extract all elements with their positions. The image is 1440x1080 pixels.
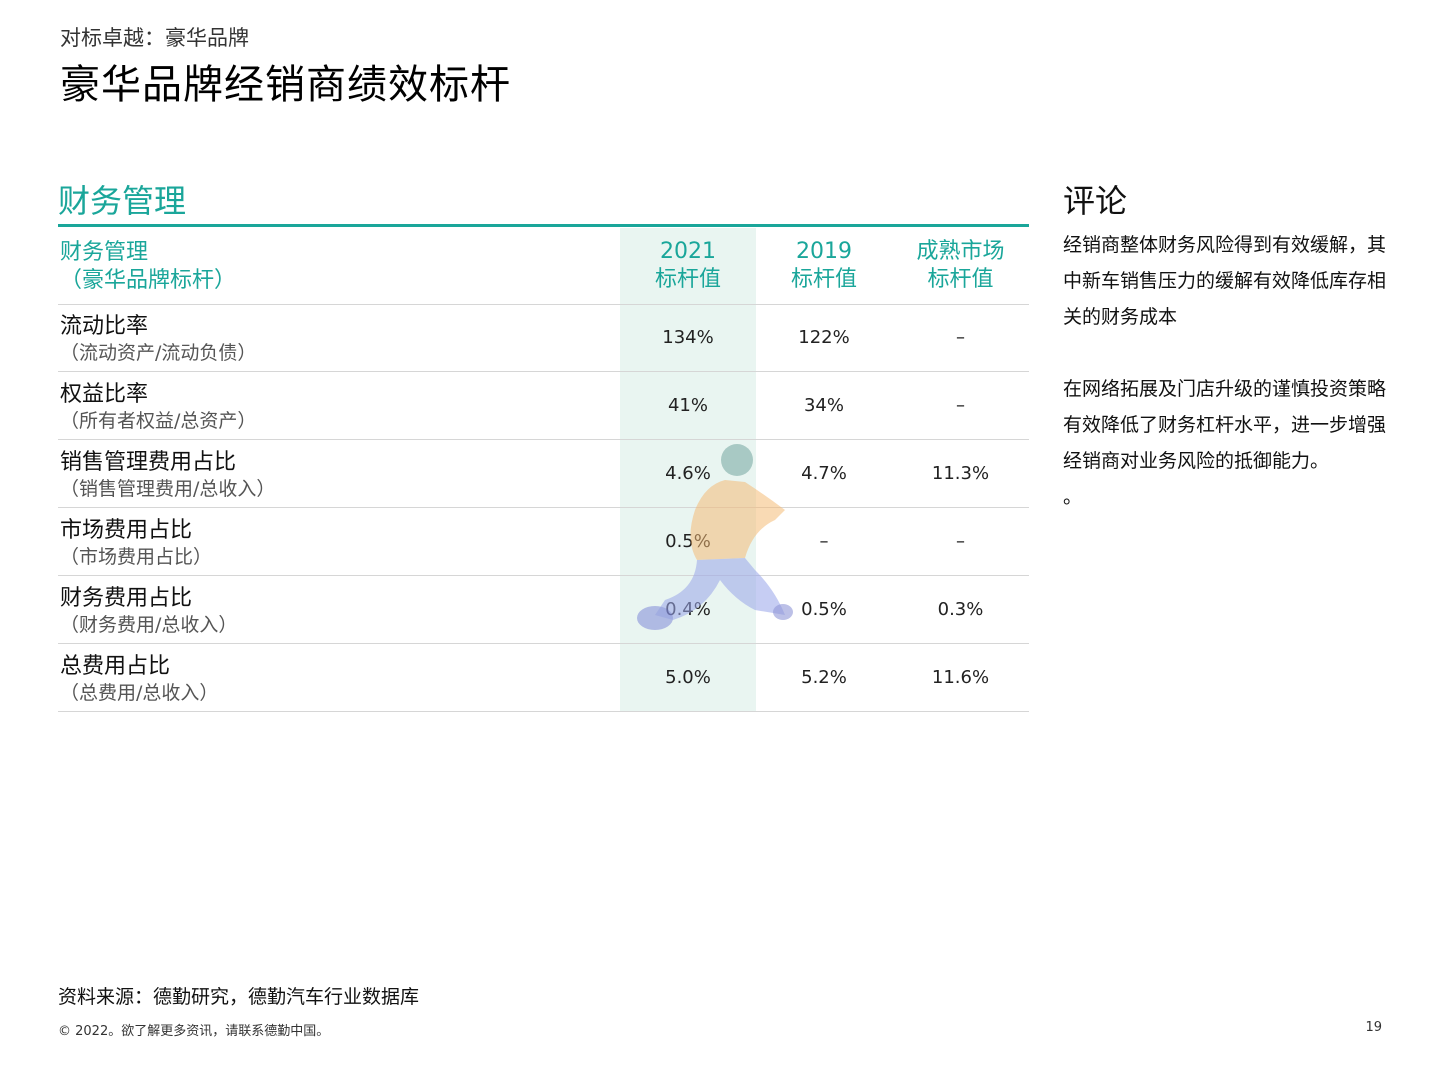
value-mature-market: 11.6%	[931, 667, 990, 688]
row-label: 总费用占比 （总费用/总收入）	[60, 653, 218, 705]
value-2019: 0.5%	[801, 599, 847, 620]
row-main-label: 市场费用占比	[60, 518, 193, 543]
row-sub-label: （所有者权益/总资产）	[60, 410, 257, 432]
commentary-paragraph-2: 在网络拓展及门店升级的谨慎投资策略有效降低了财务杠杆水平，进一步增强经销商对业务…	[1063, 378, 1387, 472]
row-sub-label: （销售管理费用/总收入）	[60, 478, 276, 500]
row-main-label: 流动比率	[60, 314, 149, 339]
copyright-note: © 2022。欲了解更多资讯，请联系德勤中国。	[58, 1024, 330, 1039]
value-2021: 134%	[662, 327, 714, 348]
value-mature-market: –	[956, 327, 965, 348]
row-main-label: 销售管理费用占比	[60, 450, 237, 475]
value-2021: 5.0%	[665, 667, 711, 688]
page-title: 豪华品牌经销商绩效标杆	[60, 62, 511, 108]
column-header-mature-line2: 标杆值	[927, 267, 994, 292]
page-subtitle: 对标卓越：豪华品牌	[60, 26, 249, 50]
header-label-line1: 财务管理	[60, 240, 149, 265]
page-number: 19	[1365, 1020, 1382, 1035]
row-label: 权益比率 （所有者权益/总资产）	[60, 381, 256, 433]
source-note: 资料来源：德勤研究，德勤汽车行业数据库	[58, 986, 420, 1008]
value-mature-market: –	[956, 395, 965, 416]
row-sub-label: （市场费用占比）	[60, 546, 213, 568]
highlight-column-2021	[620, 228, 756, 712]
row-main-label: 权益比率	[60, 382, 149, 407]
value-2021: 4.6%	[665, 463, 711, 484]
value-2019: –	[819, 531, 829, 552]
row-sub-label: （流动资产/流动负债）	[60, 342, 257, 364]
table-row: 流动比率 （流动资产/流动负债） 134% 122% –	[58, 304, 1029, 372]
table-row: 总费用占比 （总费用/总收入） 5.0% 5.2% 11.6%	[58, 644, 1029, 712]
header-label-line2: （豪华品牌标杆）	[60, 268, 237, 293]
value-mature-market: 11.3%	[931, 463, 990, 484]
column-header-2021-line1: 2021	[660, 239, 716, 264]
column-header-2019-line1: 2019	[796, 239, 852, 264]
row-label: 流动比率 （流动资产/流动负债）	[60, 313, 256, 365]
value-2019: 122%	[798, 327, 850, 348]
value-mature-market: 0.3%	[937, 599, 984, 620]
table-row: 财务费用占比 （财务费用/总收入） 0.4% 0.5% 0.3%	[58, 576, 1029, 644]
table-row: 权益比率 （所有者权益/总资产） 41% 34% –	[58, 372, 1029, 440]
column-header-2021: 2021 标杆值	[620, 238, 756, 294]
column-header-2021-line2: 标杆值	[654, 267, 721, 292]
header-label: 财务管理 （豪华品牌标杆）	[60, 239, 236, 295]
row-label: 市场费用占比 （市场费用占比）	[60, 517, 212, 569]
value-2019: 5.2%	[801, 667, 847, 688]
commentary-title: 评论	[1063, 182, 1128, 220]
table-row: 市场费用占比 （市场费用占比） 0.5% – –	[58, 508, 1029, 576]
row-main-label: 财务费用占比	[60, 586, 193, 611]
row-label: 财务费用占比 （财务费用/总收入）	[60, 585, 237, 637]
row-sub-label: （总费用/总收入）	[60, 682, 219, 704]
row-label: 销售管理费用占比 （销售管理费用/总收入）	[60, 449, 275, 501]
column-header-mature-line1: 成熟市场	[916, 239, 1005, 264]
value-2021: 41%	[667, 395, 708, 416]
table-row: 销售管理费用占比 （销售管理费用/总收入） 4.6% 4.7% 11.3%	[58, 440, 1029, 508]
column-header-2019: 2019 标杆值	[756, 238, 892, 294]
row-sub-label: （财务费用/总收入）	[60, 614, 238, 636]
running-person-illustration	[637, 444, 793, 630]
column-header-mature-market: 成熟市场 标杆值	[892, 238, 1029, 294]
column-header-2019-line2: 标杆值	[790, 267, 857, 292]
row-main-label: 总费用占比	[60, 654, 171, 679]
value-2019: 4.7%	[801, 463, 847, 484]
section-title: 财务管理	[58, 182, 187, 220]
section-divider	[58, 224, 1029, 227]
value-2019: 34%	[803, 395, 844, 416]
value-mature-market: –	[956, 531, 965, 552]
table-header-row: 财务管理 （豪华品牌标杆） 2021 标杆值 2019 标杆值 成熟市场 标杆值	[58, 228, 1029, 305]
commentary-paragraph-1: 经销商整体财务风险得到有效缓解，其中新车销售压力的缓解有效降低库存相关的财务成本	[1063, 234, 1387, 328]
commentary-paragraph-3: 。	[1063, 486, 1083, 508]
